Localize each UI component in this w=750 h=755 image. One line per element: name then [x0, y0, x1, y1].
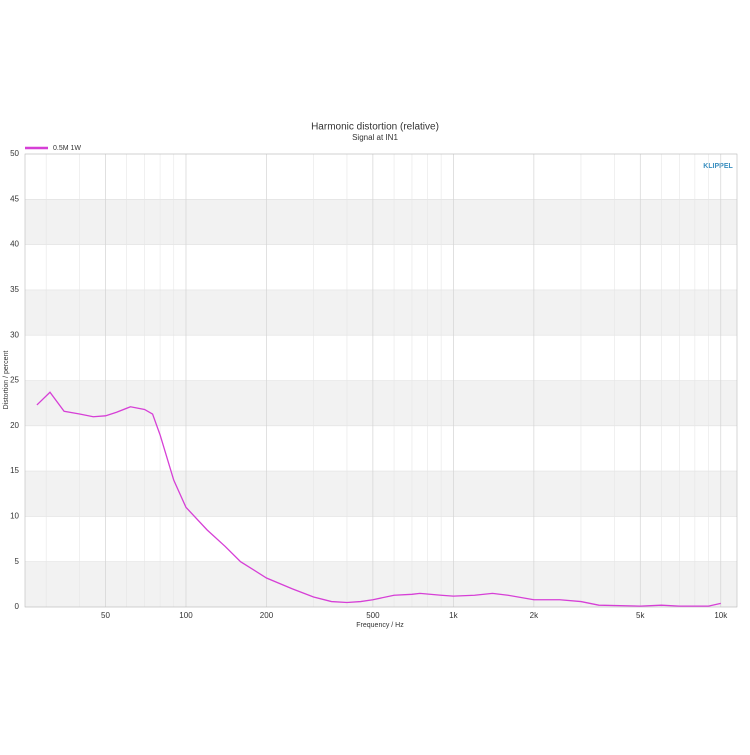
y-tick-label: 20 [10, 421, 19, 430]
grid-band [25, 380, 737, 426]
x-tick-label: 1k [449, 611, 458, 620]
y-tick-label: 5 [15, 557, 20, 566]
y-tick-label: 10 [10, 512, 19, 521]
y-tick-label: 0 [15, 602, 20, 611]
chart-title: Harmonic distortion (relative) [311, 122, 439, 133]
y-tick-label: 25 [10, 376, 19, 385]
plot-frame [24, 153, 738, 608]
x-tick-label: 100 [179, 611, 193, 620]
grid-band [25, 561, 737, 607]
x-tick-label: 200 [260, 611, 274, 620]
x-tick-label: 10k [714, 611, 728, 620]
y-tick-label: 40 [10, 240, 19, 249]
grid-band [25, 289, 737, 336]
data-line [36, 391, 721, 607]
grid-band [25, 471, 737, 517]
y-axis-label: Distortion / percent [3, 351, 10, 410]
legend-label: 0.5M 1W [53, 145, 81, 152]
y-tick-label: 45 [10, 194, 19, 203]
x-tick-label: 5k [636, 611, 645, 620]
y-tick-label: 15 [10, 466, 19, 475]
x-tick-label: 2k [530, 611, 539, 620]
x-axis-label: Frequency / Hz [356, 622, 404, 629]
y-tick-label: 35 [10, 285, 19, 294]
chart-subtitle: Signal at IN1 [352, 133, 398, 142]
x-tick-label: 50 [101, 611, 110, 620]
grid-band [25, 199, 737, 245]
y-tick-label: 50 [10, 149, 19, 158]
x-tick-label: 500 [366, 611, 380, 620]
y-tick-label: 30 [10, 330, 19, 339]
logo: KLIPPEL [703, 163, 733, 170]
